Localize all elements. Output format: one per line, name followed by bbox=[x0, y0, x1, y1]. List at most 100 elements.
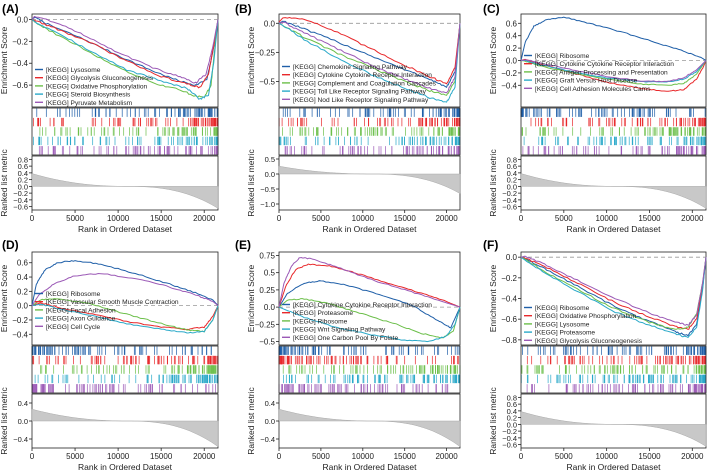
x-tick-label: 20000 bbox=[435, 214, 458, 223]
legend-entry: [KEGG] One Carbon Pool By Folate bbox=[293, 335, 399, 342]
y2-tick-label: 0.4 bbox=[507, 407, 517, 416]
y-tick-label: −0.4 bbox=[501, 81, 517, 90]
y2-tick-label: 0.2 bbox=[18, 176, 28, 185]
legend-entry: [KEGG] Ribosome bbox=[293, 318, 348, 325]
y-tick-label: 0.4 bbox=[506, 32, 518, 41]
es-series-line bbox=[520, 59, 707, 83]
legend-entry: [KEGG] Glycolysis Gluconeogenesis bbox=[46, 75, 154, 82]
x-tick-label: 0 bbox=[30, 214, 35, 223]
legend-entry: [KEGG] Cell Cycle bbox=[46, 324, 101, 331]
hit-rug bbox=[32, 108, 219, 155]
es-series-line bbox=[31, 272, 219, 307]
legend-entry: [KEGG] Toll Like Receptor Signaling Path… bbox=[293, 89, 427, 96]
y-tick-label: 0.0 bbox=[506, 57, 518, 66]
y-tick-label: 0.2 bbox=[17, 287, 29, 296]
rug-row-bg bbox=[279, 145, 460, 155]
legend: [KEGG] Ribosome[KEGG] Oxidative Phosphor… bbox=[524, 305, 643, 345]
rug-frame bbox=[31, 345, 219, 394]
y2-axis-label: Ranked list metric bbox=[246, 148, 256, 216]
y2-tick-label: 0.8 bbox=[507, 393, 517, 402]
legend: [KEGG] Ribosome[KEGG] Vascular Smooth Mu… bbox=[35, 291, 179, 331]
legend: [KEGG] Lysosome[KEGG] Glycolysis Glucone… bbox=[35, 67, 154, 107]
y-tick-label: −0.4 bbox=[12, 330, 28, 339]
rug-row-bg bbox=[32, 108, 218, 118]
y2-tick-label: −0.4 bbox=[502, 434, 517, 443]
panel-label: (E) bbox=[235, 238, 251, 252]
hit-rug bbox=[278, 108, 461, 155]
rug-row-bg bbox=[521, 346, 706, 356]
x-tick-label: 0 bbox=[277, 452, 282, 461]
y2-tick-label: 0.4 bbox=[265, 399, 275, 408]
panel-label: (F) bbox=[483, 238, 498, 252]
y-axis-label: Enrichment Score bbox=[488, 264, 498, 332]
y2-tick-label: −0.6 bbox=[502, 203, 517, 212]
x-axis-label: Rank in Ordered Dataset bbox=[566, 462, 661, 472]
legend-entry: [KEGG] Steroid Biosynthesis bbox=[46, 92, 131, 99]
rug-frame bbox=[520, 345, 707, 394]
x-tick-label: 10000 bbox=[352, 452, 375, 461]
es-series-line bbox=[31, 19, 219, 89]
es-series-line bbox=[520, 256, 707, 339]
rug-row-bg bbox=[32, 374, 218, 384]
rug-row-bg bbox=[32, 355, 218, 365]
es-plot-frame bbox=[278, 13, 461, 108]
x-tick-label: 20000 bbox=[193, 452, 216, 461]
y2-tick-label: 0.4 bbox=[507, 169, 517, 178]
es-series-line bbox=[31, 19, 219, 98]
x-tick-label: 5000 bbox=[555, 214, 573, 223]
legend-entry: [KEGG] Antigen Processing and Presentati… bbox=[535, 69, 668, 76]
x-axis-label: Rank in Ordered Dataset bbox=[322, 462, 417, 472]
y2-axis-label: Ranked list metric bbox=[488, 148, 498, 216]
x-tick-label: 0 bbox=[519, 452, 524, 461]
y2-tick-label: −0.6 bbox=[13, 203, 28, 212]
rug-row-bg bbox=[279, 374, 460, 384]
legend-entry: [KEGG] Nod Like Receptor Signaling Pathw… bbox=[293, 97, 429, 104]
y2-axis-label: Ranked list metric bbox=[0, 386, 9, 454]
es-series-line bbox=[31, 260, 219, 307]
y-tick-label: −0.5 bbox=[259, 338, 275, 347]
y2-tick-label: 0.2 bbox=[507, 176, 517, 185]
rug-row-bg bbox=[279, 364, 460, 375]
y-tick-label: 0.6 bbox=[506, 19, 518, 28]
rug-row-bg bbox=[32, 117, 218, 127]
y-tick-label: −0.5 bbox=[259, 77, 275, 86]
x-tick-label: 20000 bbox=[681, 214, 704, 223]
x-tick-label: 5000 bbox=[555, 452, 573, 461]
x-tick-label: 15000 bbox=[150, 452, 173, 461]
x-tick-label: 10000 bbox=[107, 214, 130, 223]
es-series-line bbox=[278, 306, 461, 343]
x-tick-label: 5000 bbox=[312, 214, 330, 223]
x-tick-label: 20000 bbox=[193, 214, 216, 223]
x-tick-label: 10000 bbox=[107, 452, 130, 461]
ranked-plot-frame bbox=[278, 155, 461, 211]
y2-tick-label: 0.0 bbox=[265, 417, 275, 426]
x-axis-label: Rank in Ordered Dataset bbox=[566, 224, 661, 234]
es-series-line bbox=[278, 22, 461, 96]
es-series-line bbox=[278, 22, 461, 103]
legend-entry: [KEGG] Graft Versus Host Disease bbox=[535, 78, 638, 85]
legend-entry: [KEGG] Chemokine Signaling Pathway bbox=[293, 64, 408, 71]
hit-rug bbox=[520, 346, 707, 393]
es-series-line bbox=[278, 280, 461, 329]
rug-row-bg bbox=[279, 346, 460, 356]
rug-row-bg bbox=[521, 145, 706, 155]
y-tick-label: 0.5 bbox=[264, 269, 276, 278]
es-series-line bbox=[278, 16, 461, 85]
rug-row-bg bbox=[279, 355, 460, 365]
y2-tick-label: 0.8 bbox=[18, 155, 28, 164]
es-series-line bbox=[31, 16, 219, 84]
es-series-line bbox=[278, 20, 461, 89]
y-tick-label: 0.0 bbox=[17, 15, 29, 24]
legend-entry: [KEGG] Cytokine Cytokine Receptor Intera… bbox=[293, 72, 432, 79]
legend: [KEGG] Chemokine Signaling Pathway[KEGG]… bbox=[282, 64, 437, 104]
rug-frame bbox=[278, 345, 461, 394]
legend: [KEGG] Ribosome[KEGG] Cytokine Cytokine … bbox=[524, 53, 674, 93]
legend: [KEGG] Cytokine Cytokine Receptor Intera… bbox=[282, 302, 432, 342]
y2-tick-label: 0.0 bbox=[18, 417, 28, 426]
legend-entry: [KEGG] Ribosome bbox=[535, 305, 590, 312]
x-axis-label: Rank in Ordered Dataset bbox=[322, 224, 417, 234]
